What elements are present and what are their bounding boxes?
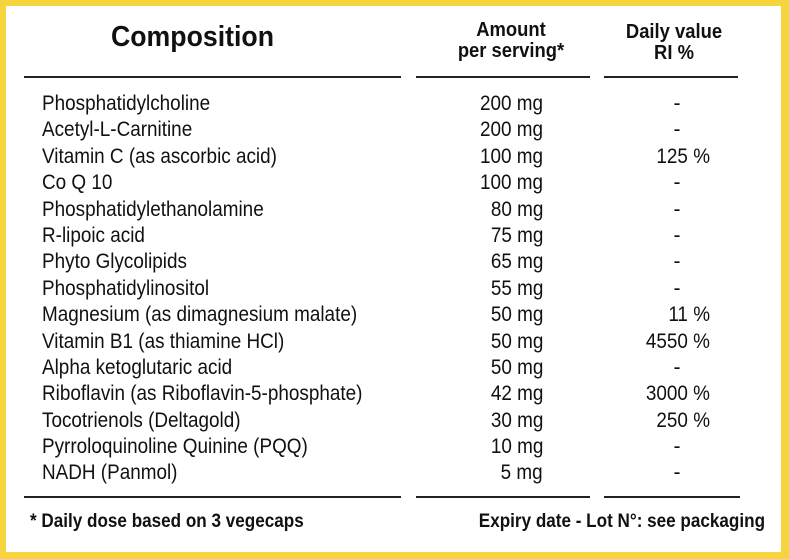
ingredient-name: Phosphatidylinositol	[42, 276, 210, 300]
ingredient-amount: 50 mg	[490, 329, 543, 353]
table-row: Phosphatidylethanolamine 80 mg -	[6, 197, 781, 223]
amount-header-line2: per serving*	[457, 40, 565, 62]
composition-table-panel: Composition Amount per serving* Daily va…	[6, 6, 781, 552]
ingredient-daily-value: 11 %	[668, 303, 710, 327]
ingredient-amount: 42 mg	[490, 382, 543, 406]
table-row: Phosphatidylcholine 200 mg -	[6, 91, 781, 117]
ingredient-daily-value: -	[673, 435, 681, 459]
header-rule-daily	[604, 76, 738, 78]
ingredient-daily-value: -	[673, 355, 681, 379]
table-row: Vitamin B1 (as thiamine HCl) 50 mg 4550 %	[6, 329, 781, 355]
ingredient-name: Riboflavin (as Riboflavin-5-phosphate)	[42, 382, 363, 406]
table-row: R-lipoic acid 75 mg -	[6, 223, 781, 249]
ingredient-name: Pyrroloquinoline Quinine (PQQ)	[42, 435, 308, 459]
ingredient-amount: 30 mg	[490, 408, 543, 432]
ingredient-name: Phosphatidylethanolamine	[42, 197, 264, 221]
ingredient-amount: 50 mg	[490, 355, 543, 379]
ingredient-amount: 75 mg	[490, 223, 543, 247]
ingredient-amount: 100 mg	[479, 144, 543, 168]
composition-rows: Phosphatidylcholine 200 mg - Acetyl-L-Carni…	[6, 91, 781, 487]
ingredient-daily-value: 125 %	[656, 144, 710, 168]
footer-rule-daily	[604, 496, 740, 498]
table-row: Phyto Glycolipids 65 mg -	[6, 249, 781, 275]
ingredient-name: Vitamin C (as ascorbic acid)	[42, 144, 277, 168]
table-row: Alpha ketoglutaric acid 50 mg -	[6, 355, 781, 381]
ingredient-name: NADH (Panmol)	[42, 461, 178, 485]
table-row: Vitamin C (as ascorbic acid) 100 mg 125 %	[6, 144, 781, 170]
header-rule-composition	[24, 76, 401, 78]
ingredient-name: Acetyl-L-Carnitine	[42, 118, 193, 142]
ingredient-daily-value: -	[673, 92, 681, 115]
footer-rule-composition	[24, 496, 401, 498]
ingredient-daily-value: -	[673, 250, 681, 274]
table-row: NADH (Panmol) 5 mg -	[6, 460, 781, 486]
ingredient-name: Co Q 10	[42, 171, 113, 195]
ingredient-daily-value: 4550 %	[645, 329, 710, 353]
ingredient-amount: 100 mg	[479, 171, 543, 195]
amount-header: Amount per serving*	[424, 20, 599, 62]
ingredient-daily-value: -	[673, 197, 681, 221]
ingredient-daily-value: -	[673, 171, 681, 195]
ingredient-name: Alpha ketoglutaric acid	[42, 355, 233, 379]
ingredient-daily-value: 3000 %	[645, 382, 710, 406]
ingredient-name: R-lipoic acid	[42, 223, 145, 247]
ingredient-amount: 55 mg	[490, 276, 543, 300]
daily-dose-note: * Daily dose based on 3 vegecaps	[30, 511, 304, 532]
ingredient-name: Magnesium (as dimagnesium malate)	[42, 303, 358, 327]
header-rule-amount	[416, 76, 590, 78]
table-row: Riboflavin (as Riboflavin-5-phosphate) 42…	[6, 381, 781, 407]
expiry-note: Expiry date - Lot N°: see packaging	[478, 511, 765, 532]
ingredient-name: Phyto Glycolipids	[42, 250, 187, 274]
footer-rule-amount	[416, 496, 590, 498]
ingredient-daily-value: -	[673, 461, 681, 485]
ingredient-name: Phosphatidylcholine	[42, 92, 211, 115]
composition-header: Composition	[110, 21, 275, 53]
ingredient-daily-value: -	[673, 118, 681, 142]
ingredient-name: Tocotrienols (Deltagold)	[42, 408, 241, 432]
amount-header-line1: Amount	[476, 19, 546, 41]
ingredient-amount: 50 mg	[490, 303, 543, 327]
ingredient-amount: 65 mg	[490, 250, 543, 274]
ingredient-amount: 10 mg	[490, 435, 543, 459]
ingredient-amount: 80 mg	[490, 197, 543, 221]
table-row: Acetyl-L-Carnitine 200 mg -	[6, 117, 781, 143]
ingredient-daily-value: -	[673, 223, 681, 247]
ingredient-amount: 5 mg	[500, 461, 543, 485]
daily-value-header: Daily value RI %	[611, 22, 736, 64]
table-row: Pyrroloquinoline Quinine (PQQ) 10 mg -	[6, 434, 781, 460]
ingredient-name: Vitamin B1 (as thiamine HCl)	[42, 329, 285, 353]
table-row: Phosphatidylinositol 55 mg -	[6, 276, 781, 302]
daily-value-header-line1: Daily value	[625, 21, 723, 43]
ingredient-daily-value: 250 %	[656, 408, 710, 432]
ingredient-amount: 200 mg	[479, 118, 543, 142]
daily-value-header-line2: RI %	[654, 42, 694, 64]
ingredient-amount: 200 mg	[479, 92, 543, 115]
table-row: Magnesium (as dimagnesium malate) 50 mg 11…	[6, 302, 781, 328]
ingredient-daily-value: -	[673, 276, 681, 300]
table-row: Tocotrienols (Deltagold) 30 mg 250 %	[6, 408, 781, 434]
table-row: Co Q 10 100 mg -	[6, 170, 781, 196]
